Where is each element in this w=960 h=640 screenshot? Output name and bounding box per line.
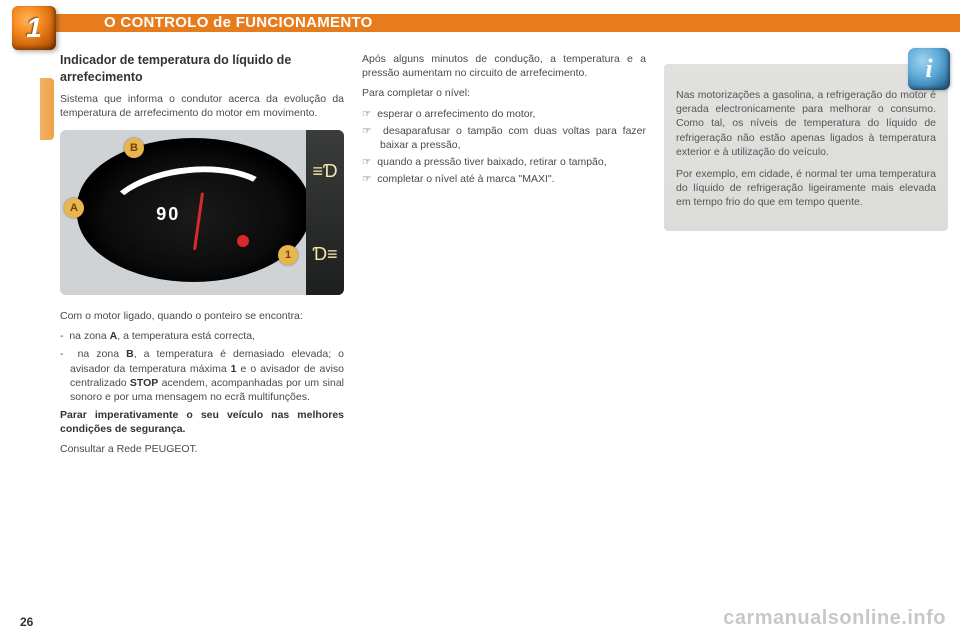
callout-a: A	[64, 198, 84, 218]
callout-1: 1	[278, 245, 298, 265]
gauge-illustration: 90 ≡Ɗ Ɗ≡ A B 1	[60, 130, 344, 295]
gauge-center-label: 90	[156, 202, 180, 226]
info-icon: i	[925, 51, 932, 86]
text: na zona	[69, 330, 109, 342]
watermark: carmanualsonline.info	[723, 605, 946, 632]
column-left: Indicador de temperatura do líquido de a…	[60, 52, 344, 610]
info-badge: i	[908, 48, 950, 90]
gauge-warning-dot	[237, 235, 249, 247]
gauge-arc	[101, 158, 281, 262]
header-title: O CONTROLO de FUNCIONAMENTO	[104, 13, 373, 33]
warning-text: Parar imperativamente o seu veículo nas …	[60, 408, 344, 436]
page-header: O CONTROLO de FUNCIONAMENTO 1	[0, 8, 960, 38]
info-box: Nas motorizações a gasolina, a refrigera…	[664, 64, 948, 231]
text: na zona	[78, 348, 127, 360]
info-p2: Por exemplo, em cidade, é normal ter uma…	[676, 167, 936, 210]
chapter-badge: 1	[12, 6, 56, 50]
gauge-dial: 90	[77, 138, 310, 282]
column-right: i Nas motorizações a gasolina, a refrige…	[664, 52, 948, 610]
list-item: ☞ desaparafusar o tampão com duas voltas…	[362, 124, 646, 152]
hand-icon: ☞	[362, 156, 371, 168]
section-heading: Indicador de temperatura do líquido de a…	[60, 52, 344, 86]
final-text: Consultar a Rede PEUGEOT.	[60, 442, 344, 456]
mid-p2: Para completar o nível:	[362, 86, 646, 100]
step-text: esperar o arrefecimento do motor,	[377, 108, 535, 120]
list-item: - na zona A, a temperatura está correcta…	[60, 329, 344, 343]
fog-rear-icon: Ɗ≡	[312, 242, 337, 266]
bullet: -	[60, 348, 64, 360]
content-area: Indicador de temperatura do líquido de a…	[60, 52, 948, 610]
text: , a temperatura está correcta,	[117, 330, 255, 342]
bold-b: B	[126, 348, 134, 360]
list-item: ☞ esperar o arrefecimento do motor,	[362, 107, 646, 121]
hand-icon: ☞	[362, 125, 371, 137]
gauge-right-panel: ≡Ɗ Ɗ≡	[306, 130, 344, 295]
bold-stop: STOP	[130, 377, 158, 389]
list-item: ☞ quando a pressão tiver baixado, re­tir…	[362, 155, 646, 169]
callout-b: B	[124, 138, 144, 158]
info-p1: Nas motorizações a gasolina, a refrigera…	[676, 88, 936, 159]
hand-icon: ☞	[362, 108, 371, 120]
bullet: -	[60, 330, 64, 342]
header-orange-strip: O CONTROLO de FUNCIONAMENTO	[44, 14, 960, 32]
mid-p1: Após alguns minutos de condução, a tempe…	[362, 52, 646, 80]
page-number: 26	[20, 614, 33, 630]
step-text: quando a pressão tiver baixado, re­tirar…	[377, 156, 606, 168]
list-item: ☞ completar o nível até à marca "MAXI".	[362, 172, 646, 186]
intro-paragraph: Sistema que informa o condutor acerca da…	[60, 92, 344, 120]
hand-icon: ☞	[362, 173, 371, 185]
column-middle: Após alguns minutos de condução, a tempe…	[362, 52, 646, 610]
step-text: desaparafusar o tampão com duas voltas p…	[380, 125, 646, 151]
side-orange-tab	[40, 78, 54, 140]
after-gauge-intro: Com o motor ligado, quando o ponteiro se…	[60, 309, 344, 323]
fog-front-icon: ≡Ɗ	[312, 159, 337, 183]
chapter-number: 1	[26, 9, 42, 47]
list-item: - na zona B, a temperatura é dema­siado …	[60, 347, 344, 404]
step-text: completar o nível até à marca "MAXI".	[377, 173, 554, 185]
